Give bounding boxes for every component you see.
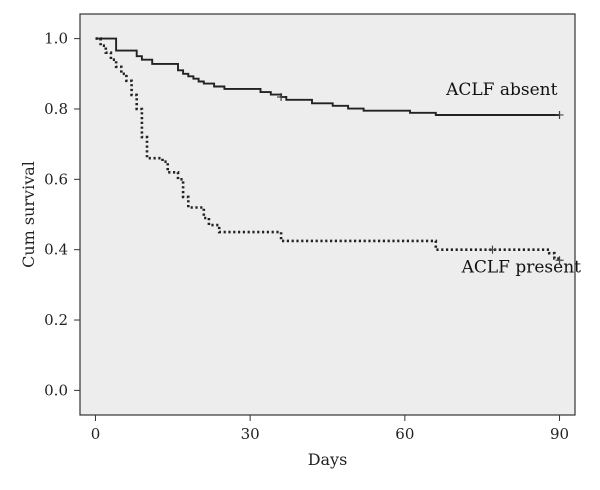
- x-tick-label: 0: [91, 425, 101, 443]
- y-tick-label: 0.2: [44, 311, 68, 329]
- censor-mark: [555, 110, 564, 119]
- x-tick-label: 60: [395, 425, 414, 443]
- y-axis-label: Cum survival: [19, 161, 38, 268]
- y-tick-label: 0.6: [44, 170, 68, 188]
- series-layer: [95, 37, 564, 265]
- y-tick-label: 0.4: [44, 241, 68, 259]
- y-tick-label: 1.0: [44, 30, 68, 48]
- x-tick-label: 30: [241, 425, 260, 443]
- censor-mark: [555, 256, 564, 265]
- x-axis-label: Days: [308, 450, 348, 469]
- y-tick-label: 0.0: [44, 381, 68, 399]
- series-annotation: ACLF present: [461, 258, 582, 278]
- axes: 0 30 60 90 0.0 0.2 0.4 0.6 0.8 1.0: [44, 30, 569, 443]
- plot-area: [79, 13, 576, 416]
- series-line-0: [95, 37, 560, 116]
- censor-mark: [488, 245, 497, 254]
- censor-mark: [277, 93, 286, 102]
- y-tick-label: 0.8: [44, 100, 68, 118]
- series-annotation: ACLF absent: [445, 80, 558, 100]
- annotation-layer: ACLF absent ACLF present: [445, 80, 581, 278]
- x-tick-label: 90: [550, 425, 569, 443]
